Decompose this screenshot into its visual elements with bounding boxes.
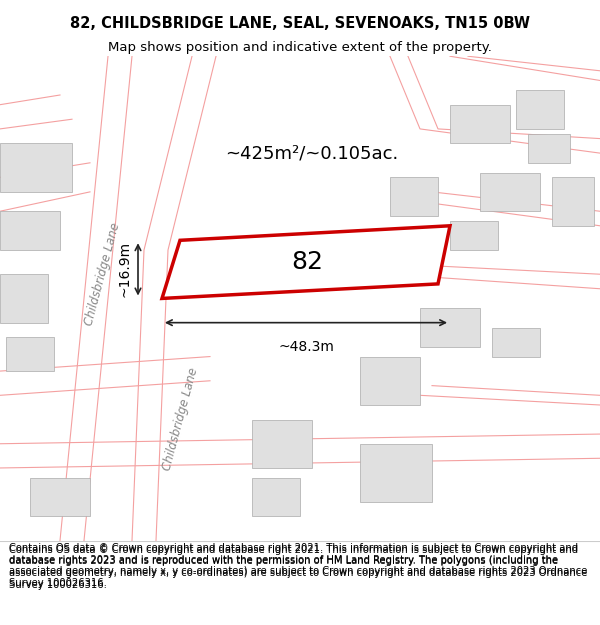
- Bar: [450, 221, 498, 250]
- Bar: [450, 104, 510, 143]
- Bar: [0, 274, 48, 322]
- Text: Childsbridge Lane: Childsbridge Lane: [160, 367, 200, 472]
- Text: ~425m²/~0.105ac.: ~425m²/~0.105ac.: [226, 144, 398, 162]
- Bar: [420, 308, 480, 347]
- Text: Contains OS data © Crown copyright and database right 2021. This information is : Contains OS data © Crown copyright and d…: [9, 543, 587, 588]
- Bar: [0, 143, 72, 192]
- Text: Map shows position and indicative extent of the property.: Map shows position and indicative extent…: [108, 41, 492, 54]
- Bar: [252, 419, 312, 468]
- Bar: [0, 211, 60, 250]
- Text: 82: 82: [292, 250, 323, 274]
- Bar: [252, 478, 300, 516]
- Bar: [492, 328, 540, 356]
- Text: Childsbridge Lane: Childsbridge Lane: [82, 221, 122, 327]
- Bar: [360, 444, 432, 502]
- Bar: [6, 338, 54, 371]
- Bar: [552, 177, 594, 226]
- Bar: [516, 90, 564, 129]
- Polygon shape: [162, 226, 450, 298]
- Bar: [30, 478, 90, 516]
- Text: ~48.3m: ~48.3m: [278, 339, 334, 354]
- Text: 82, CHILDSBRIDGE LANE, SEAL, SEVENOAKS, TN15 0BW: 82, CHILDSBRIDGE LANE, SEAL, SEVENOAKS, …: [70, 16, 530, 31]
- Bar: [480, 173, 540, 211]
- Bar: [528, 134, 570, 162]
- Text: ~16.9m: ~16.9m: [118, 241, 132, 298]
- Text: Contains OS data © Crown copyright and database right 2021. This information is : Contains OS data © Crown copyright and d…: [9, 545, 587, 589]
- Bar: [360, 356, 420, 405]
- Bar: [390, 177, 438, 216]
